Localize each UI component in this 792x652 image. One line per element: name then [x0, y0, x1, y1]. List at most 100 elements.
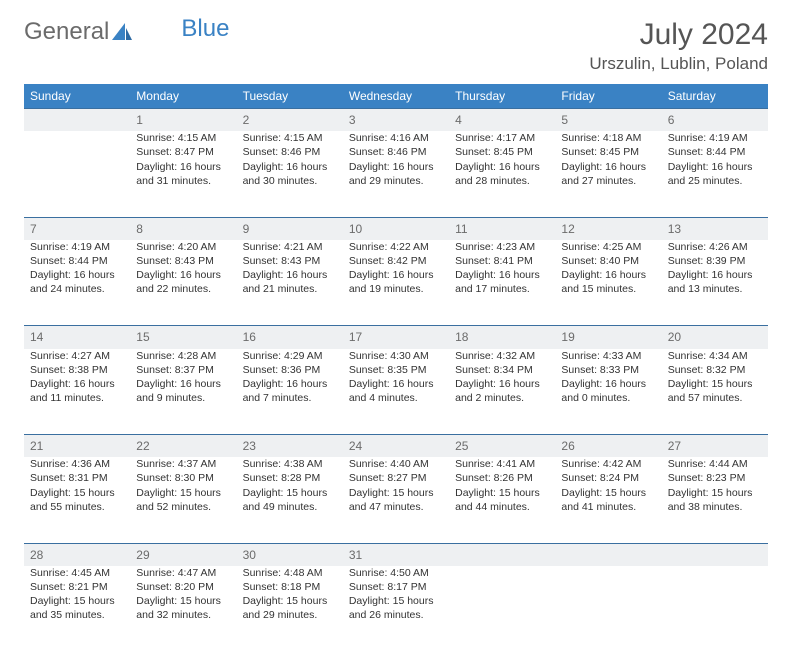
day-number: 19	[555, 326, 661, 349]
sunrise-text: Sunrise: 4:26 AM	[668, 240, 762, 254]
sunset-text: Sunset: 8:45 PM	[455, 145, 549, 159]
sunrise-text: Sunrise: 4:15 AM	[243, 131, 337, 145]
daynum-row: 14151617181920	[24, 326, 768, 349]
sunset-text: Sunset: 8:44 PM	[668, 145, 762, 159]
daylight1-text: Daylight: 16 hours	[455, 377, 549, 391]
day-number	[555, 543, 661, 566]
day-cell: Sunrise: 4:48 AMSunset: 8:18 PMDaylight:…	[237, 566, 343, 652]
day-cell: Sunrise: 4:33 AMSunset: 8:33 PMDaylight:…	[555, 349, 661, 435]
day-number: 26	[555, 435, 661, 458]
sunset-text: Sunset: 8:31 PM	[30, 471, 124, 485]
daylight2-text: and 13 minutes.	[668, 282, 762, 296]
day-cell: Sunrise: 4:17 AMSunset: 8:45 PMDaylight:…	[449, 131, 555, 217]
sunrise-text: Sunrise: 4:27 AM	[30, 349, 124, 363]
sunset-text: Sunset: 8:46 PM	[243, 145, 337, 159]
sunset-text: Sunset: 8:36 PM	[243, 363, 337, 377]
daylight2-text: and 4 minutes.	[349, 391, 443, 405]
sunrise-text: Sunrise: 4:40 AM	[349, 457, 443, 471]
daylight1-text: Daylight: 15 hours	[668, 377, 762, 391]
daylight2-text: and 35 minutes.	[30, 608, 124, 622]
daylight2-text: and 24 minutes.	[30, 282, 124, 296]
day-cell: Sunrise: 4:37 AMSunset: 8:30 PMDaylight:…	[130, 457, 236, 543]
sunrise-text: Sunrise: 4:19 AM	[668, 131, 762, 145]
daylight2-text: and 17 minutes.	[455, 282, 549, 296]
sunset-text: Sunset: 8:27 PM	[349, 471, 443, 485]
daylight2-text: and 47 minutes.	[349, 500, 443, 514]
daylight1-text: Daylight: 15 hours	[455, 486, 549, 500]
detail-row: Sunrise: 4:15 AM Sunset: 8:47 PM Daylight:…	[24, 131, 768, 217]
day-number: 16	[237, 326, 343, 349]
day-number	[24, 109, 130, 132]
daylight2-text: and 9 minutes.	[136, 391, 230, 405]
daylight1-text: Daylight: 16 hours	[455, 160, 549, 174]
daylight1-text: Daylight: 15 hours	[30, 594, 124, 608]
day-number: 6	[662, 109, 768, 132]
day-number: 14	[24, 326, 130, 349]
day-cell: Sunrise: 4:19 AMSunset: 8:44 PMDaylight:…	[662, 131, 768, 217]
calendar-table: Sunday Monday Tuesday Wednesday Thursday…	[24, 84, 768, 652]
weekday-header: Thursday	[449, 84, 555, 109]
daylight2-text: and 29 minutes.	[243, 608, 337, 622]
day-number: 3	[343, 109, 449, 132]
sunset-text: Sunset: 8:24 PM	[561, 471, 655, 485]
day-cell: Sunrise: 4:25 AMSunset: 8:40 PMDaylight:…	[555, 240, 661, 326]
day-number: 18	[449, 326, 555, 349]
day-cell: Sunrise: 4:21 AMSunset: 8:43 PMDaylight:…	[237, 240, 343, 326]
sunset-text: Sunset: 8:37 PM	[136, 363, 230, 377]
daylight2-text: and 22 minutes.	[136, 282, 230, 296]
sunset-text: Sunset: 8:41 PM	[455, 254, 549, 268]
daylight2-text: and 25 minutes.	[668, 174, 762, 188]
daylight2-text: and 26 minutes.	[349, 608, 443, 622]
day-cell: Sunrise: 4:29 AMSunset: 8:36 PMDaylight:…	[237, 349, 343, 435]
sunrise-text: Sunrise: 4:25 AM	[561, 240, 655, 254]
weekday-header: Wednesday	[343, 84, 449, 109]
sunset-text: Sunset: 8:21 PM	[30, 580, 124, 594]
daylight1-text: Daylight: 16 hours	[349, 377, 443, 391]
day-number: 28	[24, 543, 130, 566]
daylight1-text: Daylight: 16 hours	[561, 377, 655, 391]
sunrise-text: Sunrise: 4:29 AM	[243, 349, 337, 363]
daylight1-text: Daylight: 16 hours	[349, 268, 443, 282]
daylight2-text: and 27 minutes.	[561, 174, 655, 188]
day-number: 15	[130, 326, 236, 349]
weekday-header: Saturday	[662, 84, 768, 109]
detail-row: Sunrise: 4:19 AMSunset: 8:44 PMDaylight:…	[24, 240, 768, 326]
sunset-text: Sunset: 8:44 PM	[30, 254, 124, 268]
sunrise-text: Sunrise: 4:23 AM	[455, 240, 549, 254]
location-label: Urszulin, Lublin, Poland	[589, 54, 768, 74]
daylight2-text: and 55 minutes.	[30, 500, 124, 514]
brand-part1: General	[24, 18, 109, 46]
daylight1-text: Daylight: 16 hours	[30, 377, 124, 391]
day-number: 25	[449, 435, 555, 458]
weekday-header: Friday	[555, 84, 661, 109]
day-cell	[662, 566, 768, 652]
day-cell: Sunrise: 4:41 AMSunset: 8:26 PMDaylight:…	[449, 457, 555, 543]
day-cell: Sunrise: 4:47 AMSunset: 8:20 PMDaylight:…	[130, 566, 236, 652]
weekday-header: Sunday	[24, 84, 130, 109]
sunset-text: Sunset: 8:20 PM	[136, 580, 230, 594]
daylight1-text: Daylight: 16 hours	[455, 268, 549, 282]
sunrise-text: Sunrise: 4:33 AM	[561, 349, 655, 363]
sunset-text: Sunset: 8:42 PM	[349, 254, 443, 268]
daylight2-text: and 41 minutes.	[561, 500, 655, 514]
sunset-text: Sunset: 8:17 PM	[349, 580, 443, 594]
day-cell: Sunrise: 4:42 AMSunset: 8:24 PMDaylight:…	[555, 457, 661, 543]
sunset-text: Sunset: 8:47 PM	[136, 145, 230, 159]
daylight1-text: Daylight: 15 hours	[243, 594, 337, 608]
daylight1-text: Daylight: 15 hours	[136, 594, 230, 608]
daylight2-text: and 7 minutes.	[243, 391, 337, 405]
sunset-text: Sunset: 8:43 PM	[136, 254, 230, 268]
sunrise-text: Sunrise: 4:28 AM	[136, 349, 230, 363]
sunset-text: Sunset: 8:46 PM	[349, 145, 443, 159]
sunset-text: Sunset: 8:38 PM	[30, 363, 124, 377]
sunrise-text: Sunrise: 4:22 AM	[349, 240, 443, 254]
sunrise-text: Sunrise: 4:38 AM	[243, 457, 337, 471]
day-number: 8	[130, 217, 236, 240]
day-cell: Sunrise: 4:19 AMSunset: 8:44 PMDaylight:…	[24, 240, 130, 326]
daylight2-text: and 19 minutes.	[349, 282, 443, 296]
day-number: 30	[237, 543, 343, 566]
sunset-text: Sunset: 8:33 PM	[561, 363, 655, 377]
daynum-row: 78910111213	[24, 217, 768, 240]
month-title: July 2024	[589, 18, 768, 52]
day-cell: Sunrise: 4:45 AMSunset: 8:21 PMDaylight:…	[24, 566, 130, 652]
